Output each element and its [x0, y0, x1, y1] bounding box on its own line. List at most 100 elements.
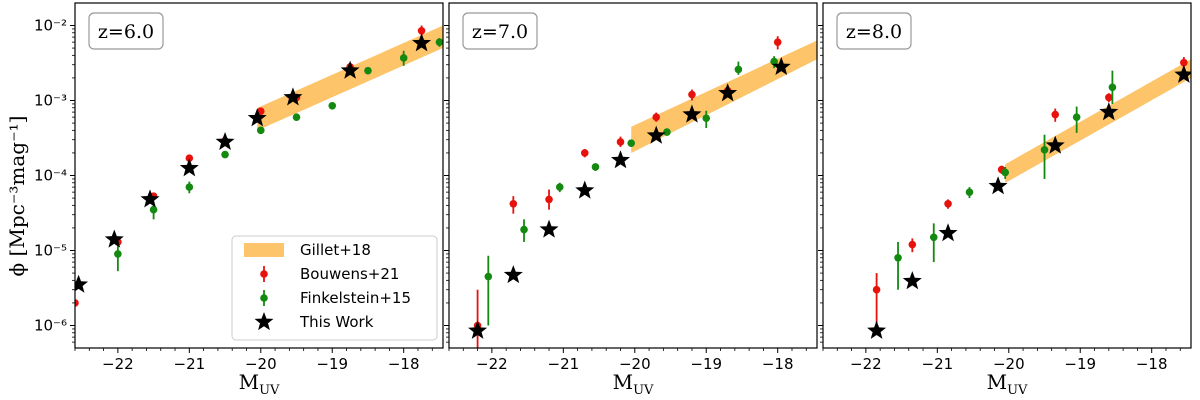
this-work-point: [75, 274, 89, 293]
legend-bouwens-swatch: [260, 270, 268, 278]
finkelstein-point: [292, 113, 301, 121]
bouwens-point: [944, 199, 952, 208]
axes-frame: [448, 2, 818, 349]
bouwens-point: [652, 113, 661, 121]
finkelstein-point: [149, 205, 158, 214]
x-axis-label-main: M: [239, 370, 259, 394]
y-tick-label: 10⁻⁵: [34, 242, 67, 260]
finkelstein-point: [114, 250, 122, 258]
finkelstein-point: [734, 65, 743, 74]
panel-1: −22 −21 −20 −19 −18 10⁻⁶ 10⁻⁵ 10⁻⁴ 10⁻³ 10⁻² MUV z=…: [34, 2, 444, 398]
x-axis-label-main: M: [987, 370, 1007, 394]
this-work-point: [867, 320, 887, 339]
x-tick-label: −22: [102, 355, 134, 373]
legend: Gillet+18 Bouwens+21 Finkelstein+15 This Wo…: [231, 235, 438, 341]
this-work-point: [1099, 102, 1119, 121]
finkelstein-point: [929, 233, 938, 242]
bouwens-point: [773, 38, 782, 46]
z-label-box: [836, 12, 912, 50]
bouwens-point: [509, 199, 518, 208]
z-label: z=6.0: [98, 21, 154, 43]
finkelstein-point: [399, 54, 408, 62]
x-tick-label: −19: [316, 355, 348, 373]
gillet-band: [1005, 59, 1191, 183]
this-work-point: [539, 219, 559, 238]
finkelstein-point: [221, 150, 229, 159]
x-axis-label-sub: UV: [1007, 383, 1028, 398]
legend-label: This Work: [299, 313, 374, 331]
this-work-point: [771, 56, 791, 76]
this-work-point: [468, 320, 488, 339]
bouwens-point: [872, 285, 881, 294]
legend-label: Finkelstein+15: [300, 289, 411, 307]
this-work-point: [503, 265, 523, 284]
finkelstein-point: [435, 38, 443, 46]
finkelstein-point: [256, 126, 265, 135]
finkelstein-point: [364, 66, 372, 75]
x-tick-label: −20: [619, 355, 651, 373]
y-tick-label: 10⁻⁴: [34, 167, 67, 185]
this-work-point: [718, 83, 738, 102]
this-work-point: [575, 180, 595, 199]
this-work-point: [1045, 135, 1065, 154]
x-tick-label: −20: [993, 355, 1025, 373]
plot-area: [867, 57, 1191, 339]
x-tick-label: −18: [762, 355, 794, 373]
this-work-point: [412, 33, 432, 52]
bouwens-point: [417, 26, 426, 35]
bouwens-point: [545, 195, 553, 204]
this-work-point: [104, 229, 124, 248]
bouwens-point: [1180, 58, 1188, 67]
this-work-point: [682, 104, 702, 123]
x-tick-label: −22: [850, 355, 882, 373]
finkelstein-point: [1108, 83, 1117, 92]
bouwens-point: [185, 154, 194, 163]
plot-area: [468, 36, 817, 348]
x-axis-label: MUV: [239, 370, 280, 398]
panel-3: −22 −21 −20 −19 −18 MUV z=8.0: [818, 2, 1192, 398]
legend-this-work-swatch: [254, 312, 274, 331]
this-work-point: [247, 108, 267, 127]
z-label: z=7.0: [472, 21, 528, 43]
x-tick-label: −22: [476, 355, 508, 373]
y-tick-label: 10⁻²: [34, 17, 67, 35]
finkelstein-point: [185, 183, 194, 191]
this-work-point: [610, 150, 631, 169]
bouwens-point: [688, 90, 696, 99]
legend-label: Bouwens+21: [300, 265, 399, 283]
this-work-point: [988, 176, 1008, 195]
x-tick-label: −21: [174, 355, 206, 373]
finkelstein-point: [894, 253, 902, 262]
this-work-point: [340, 60, 360, 79]
legend-finkelstein-swatch: [260, 294, 268, 302]
bouwens-point: [75, 299, 79, 307]
panels: −22 −21 −20 −19 −1810⁻⁶10⁻⁵10⁻⁴10⁻³10⁻²MUVz=…: [34, 2, 1192, 398]
this-work-point: [902, 271, 922, 290]
this-work-point: [646, 125, 666, 144]
panel-2: −22 −21 −20 −19 −18 MUV z=7.0: [444, 2, 818, 398]
bouwens-point: [1105, 93, 1113, 102]
this-work-point: [1174, 64, 1191, 83]
x-axis-label-sub: UV: [633, 383, 654, 398]
finkelstein-point: [627, 139, 636, 147]
bouwens-point: [908, 240, 917, 249]
z-label: z=8.0: [846, 21, 902, 43]
bouwens-point: [1051, 110, 1060, 119]
finkelstein-point: [702, 114, 711, 123]
finkelstein-point: [484, 272, 493, 281]
x-axis-label-main: M: [613, 370, 633, 394]
finkelstein-point: [555, 183, 564, 191]
x-tick-label: −19: [1064, 355, 1096, 373]
y-axis-label: ϕ [Mpc⁻³mag⁻¹]: [5, 116, 29, 277]
legend-band-swatch: [244, 243, 284, 257]
x-axis-label: MUV: [613, 370, 654, 398]
finkelstein-point: [1040, 146, 1049, 154]
bouwens-point: [580, 149, 589, 157]
x-tick-label: −18: [1136, 355, 1168, 373]
finkelstein-point: [1001, 168, 1010, 177]
x-axis-label-sub: UV: [259, 383, 280, 398]
legend-box: [231, 235, 438, 341]
finkelstein-point: [591, 163, 600, 171]
this-work-point: [283, 87, 303, 106]
gillet-band: [257, 25, 443, 131]
